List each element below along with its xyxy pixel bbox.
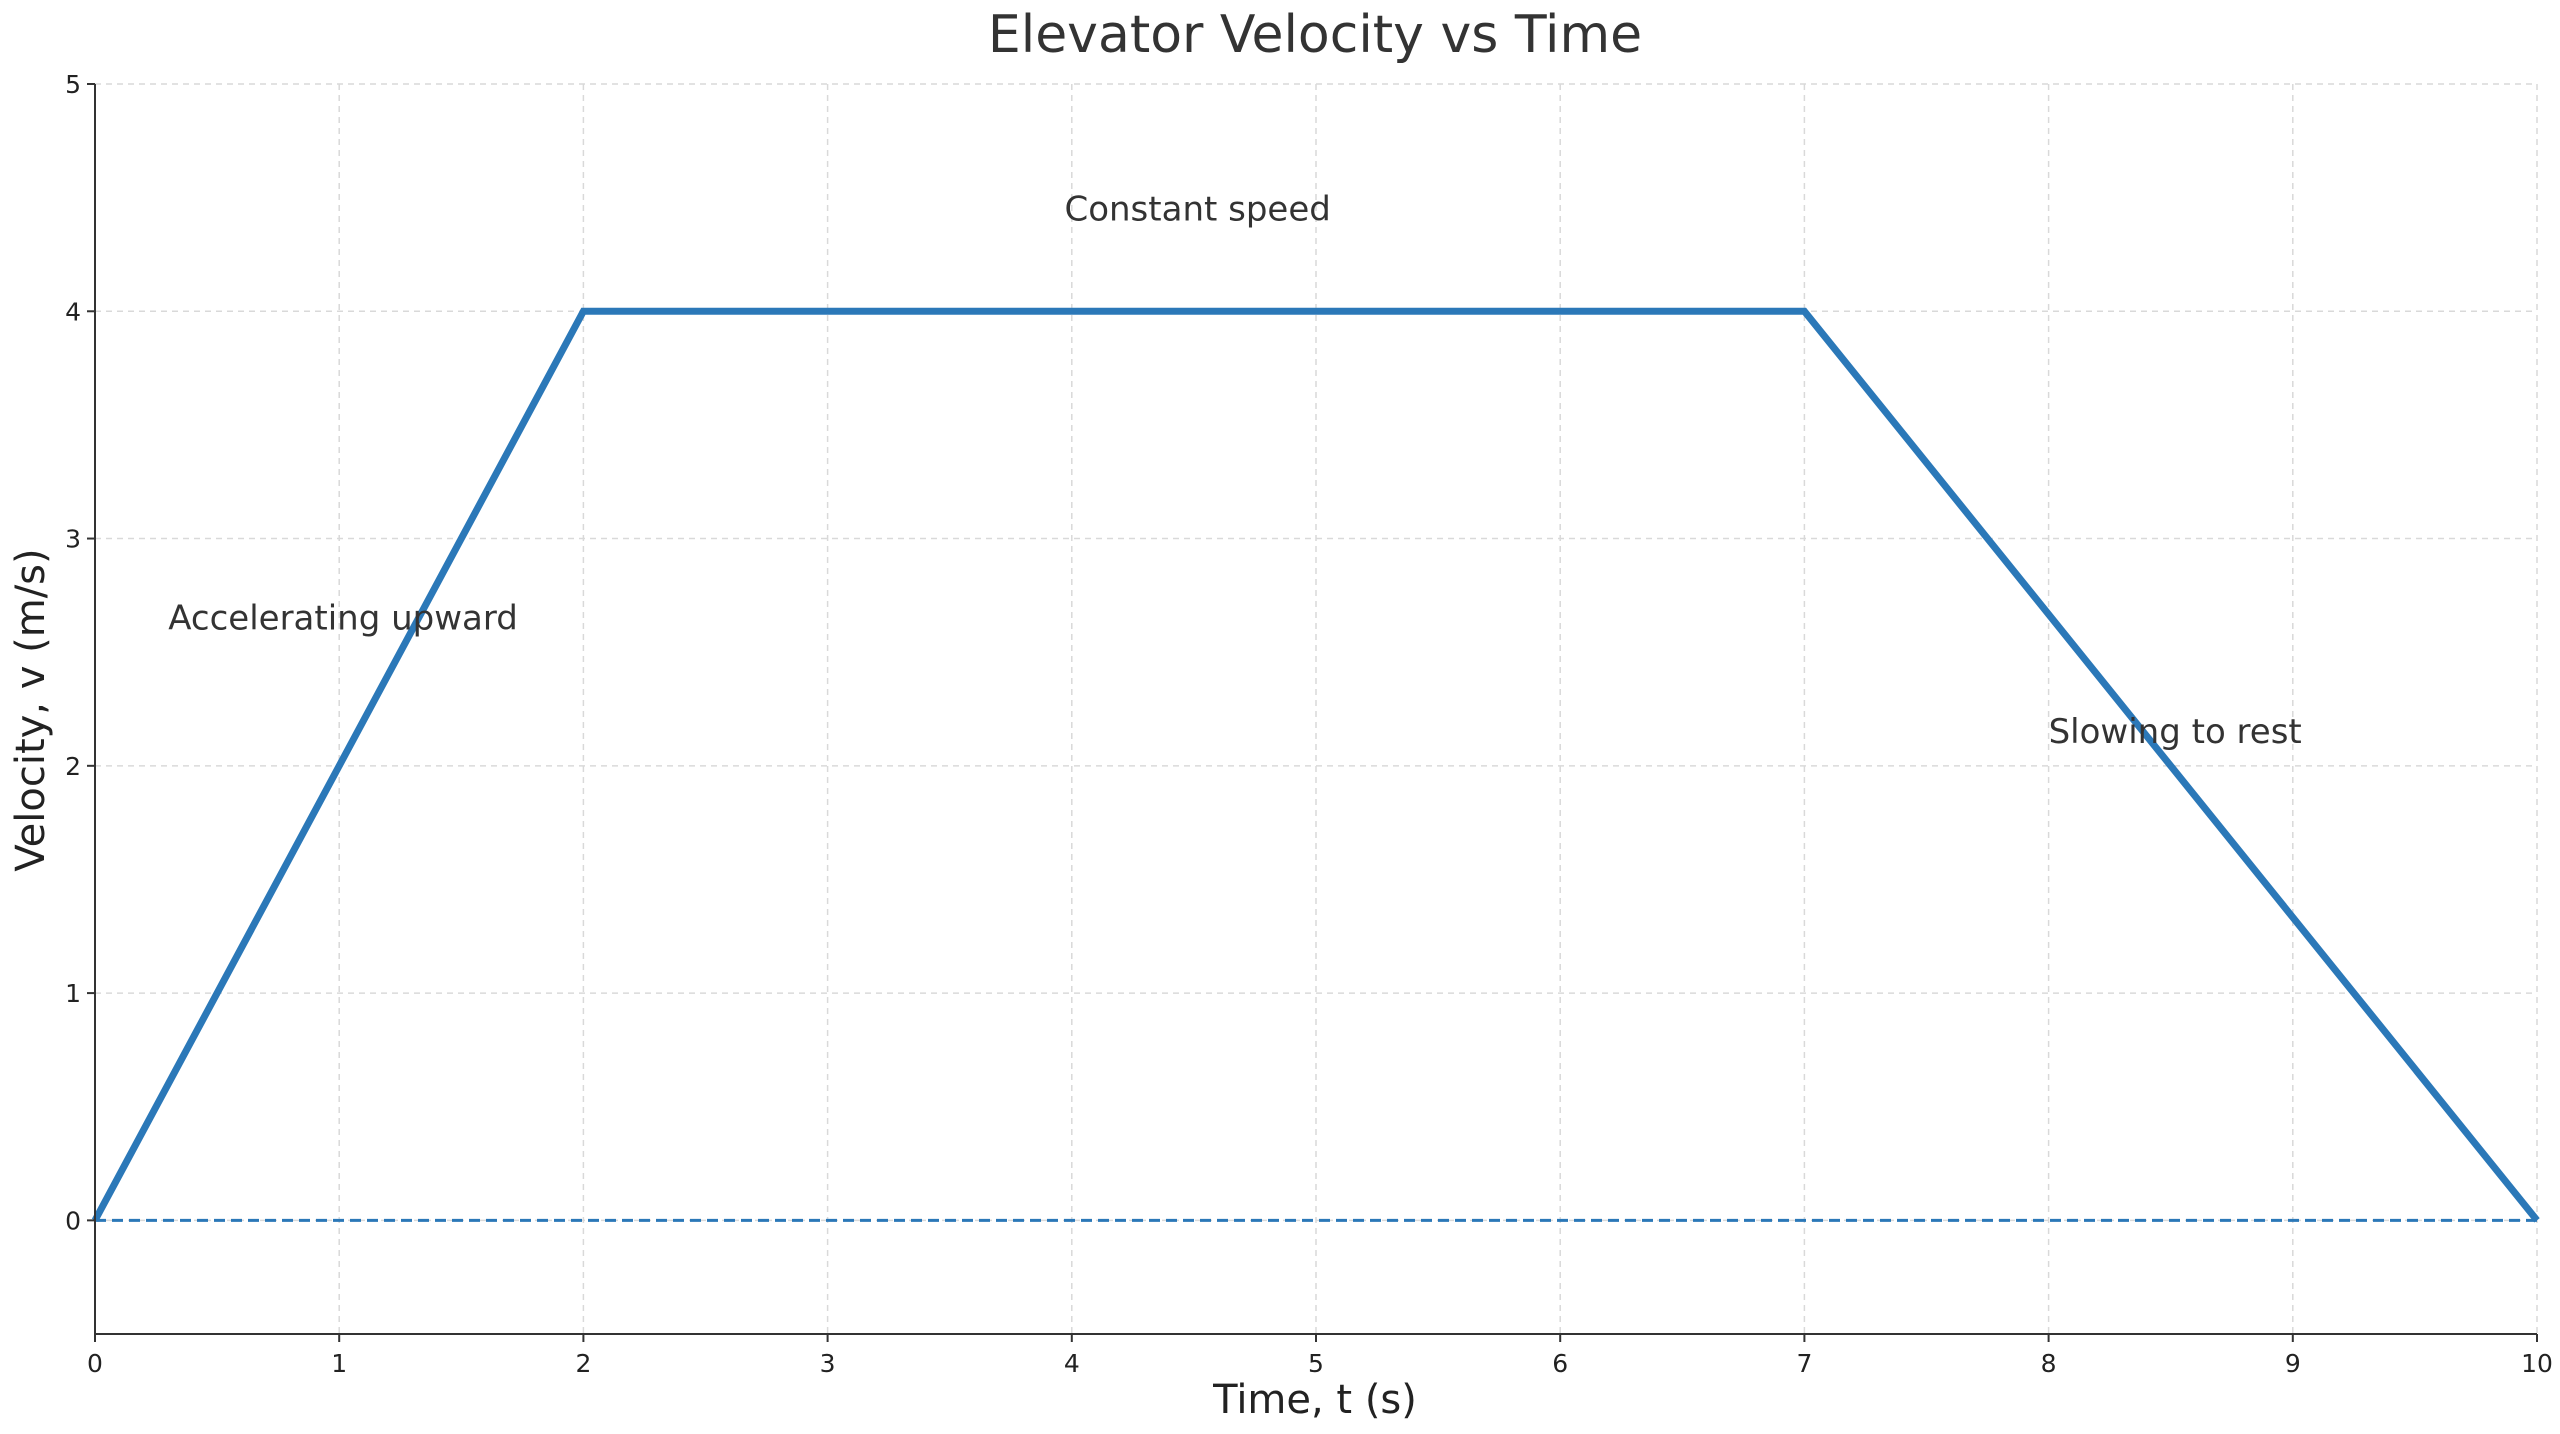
y-tick-label: 4 bbox=[65, 297, 81, 326]
y-tick-label: 2 bbox=[65, 752, 81, 781]
y-tick-label: 5 bbox=[65, 70, 81, 99]
x-tick-label: 0 bbox=[87, 1349, 103, 1378]
x-tick-label: 6 bbox=[1552, 1349, 1568, 1378]
y-tick-label: 1 bbox=[65, 979, 81, 1008]
chart-title: Elevator Velocity vs Time bbox=[988, 5, 1642, 65]
series-group bbox=[91, 307, 2540, 1223]
annotation-label: Accelerating upward bbox=[168, 598, 518, 638]
x-axis-label: Time, t (s) bbox=[1212, 1377, 1417, 1423]
annotations: Accelerating upward Constant speed Slowing… bbox=[168, 189, 2302, 752]
x-tick-label: 3 bbox=[820, 1349, 836, 1378]
x-tick-label: 9 bbox=[2285, 1349, 2301, 1378]
grid bbox=[94, 83, 2538, 1334]
x-tick-label: 5 bbox=[1308, 1349, 1324, 1378]
annotation-label: Slowing to rest bbox=[2049, 712, 2302, 752]
x-axis-ticks: 0 1 2 3 4 5 6 7 8 9 10 bbox=[87, 1334, 2553, 1378]
x-tick-label: 1 bbox=[331, 1349, 347, 1378]
x-tick-label: 4 bbox=[1064, 1349, 1080, 1378]
x-tick-label: 8 bbox=[2041, 1349, 2057, 1378]
y-axis-ticks: 0 1 2 3 4 5 bbox=[65, 70, 95, 1235]
x-tick-label: 2 bbox=[575, 1349, 591, 1378]
velocity-line bbox=[91, 307, 2540, 1223]
y-axis-label: Velocity, v (m/s) bbox=[8, 548, 54, 871]
x-tick-label: 7 bbox=[1796, 1349, 1812, 1378]
y-tick-label: 0 bbox=[65, 1206, 81, 1235]
annotation-label: Constant speed bbox=[1064, 189, 1330, 229]
y-tick-label: 3 bbox=[65, 525, 81, 554]
x-tick-label: 10 bbox=[2521, 1349, 2553, 1378]
